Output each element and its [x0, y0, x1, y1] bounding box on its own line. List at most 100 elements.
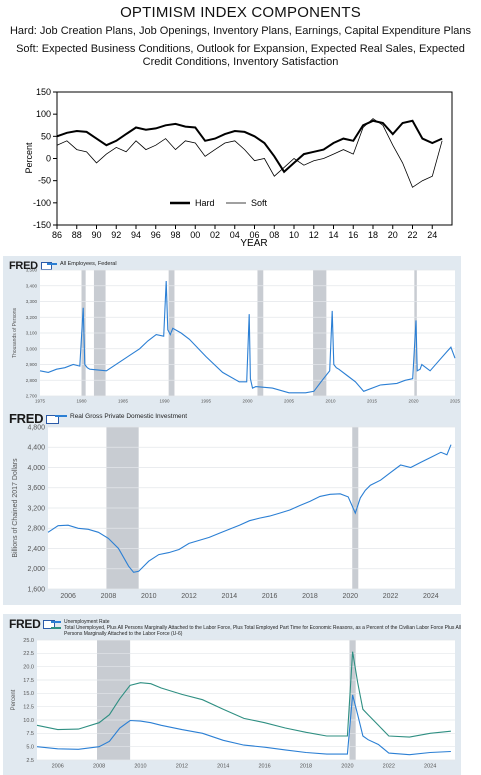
x-tick-label: 10 — [289, 230, 299, 240]
fred-logo: FRED — [9, 260, 52, 272]
x-tick-label: 2005 — [284, 399, 295, 404]
y-tick-label: 2.5 — [26, 758, 34, 764]
fred-logo-text: FRED — [9, 411, 44, 426]
x-axis-label: YEAR — [240, 238, 267, 249]
y-tick-label: 22.5 — [23, 651, 34, 657]
fred-graph-icon — [43, 620, 56, 630]
x-tick-label: 86 — [52, 230, 62, 240]
x-tick-label: 2006 — [60, 593, 76, 600]
y-tick-label: 4,400 — [27, 445, 45, 452]
legend-item-2-cont: Persons Marginally Attached to the Labor… — [51, 631, 461, 637]
subtitle-soft-line1: Soft: Expected Business Conditions, Outl… — [16, 43, 465, 55]
y-tick-label: 1,600 — [27, 586, 45, 593]
x-tick-label: 2020 — [342, 593, 358, 600]
y-tick-label: 3,500 — [26, 268, 38, 273]
y-tick-label: 10.0 — [23, 718, 34, 724]
x-tick-label: 2010 — [325, 399, 336, 404]
y-axis-label: Percent — [11, 689, 17, 710]
y-tick-label: 2,700 — [26, 394, 38, 399]
fred-logo: FRED — [9, 411, 60, 426]
legend-swatch — [51, 626, 61, 629]
y-axis-label: Billions of Chained 2017 Dollars — [12, 458, 19, 558]
x-tick-label: 2014 — [222, 593, 238, 600]
x-tick-label: 2020 — [408, 399, 419, 404]
y-tick-label: 2,800 — [27, 526, 45, 533]
y-tick-label: 2,400 — [27, 546, 45, 553]
y-tick-label: 3,400 — [26, 283, 38, 288]
x-tick-label: 2020 — [341, 764, 353, 770]
x-tick-label: 2022 — [383, 764, 395, 770]
federal-employees-chart: 3,500 3,400 3,300 3,200 3,100 3,000 2,900 2,800… — [12, 268, 461, 404]
y-tick-label: 150 — [36, 87, 51, 97]
x-tick-label: 2016 — [262, 593, 278, 600]
series-line-1 — [36, 694, 451, 756]
y-tick-label: 50 — [41, 131, 51, 141]
x-tick-label: 1980 — [76, 399, 87, 404]
fred-logo-text: FRED — [9, 260, 38, 272]
x-tick-label: 18 — [368, 230, 378, 240]
x-tick-label: 88 — [72, 230, 82, 240]
y-tick-label: 7.5 — [26, 731, 34, 737]
y-tick-label: 100 — [36, 109, 51, 119]
y-tick-label: 2,900 — [26, 362, 38, 367]
x-tick-label: 2018 — [302, 593, 318, 600]
legend-label-soft: Soft — [251, 198, 268, 208]
x-tick-label: 2006 — [52, 764, 64, 770]
x-tick-label: 96 — [151, 230, 161, 240]
x-tick-label: 2018 — [300, 764, 312, 770]
investment-panel: FRED Real Gross Private Domestic Investm… — [3, 408, 461, 605]
legend-label: All Employees, Federal — [60, 261, 117, 267]
series-line — [47, 444, 452, 573]
x-tick-label: 08 — [269, 230, 279, 240]
subtitle-soft-line2: Credit Conditions, Inventory Satisfactio… — [142, 56, 339, 68]
x-tick-label: 20 — [388, 230, 398, 240]
legend-swatch — [47, 262, 57, 265]
x-tick-label: 2025 — [450, 399, 461, 404]
x-tick-label: 2008 — [93, 764, 105, 770]
series-line-hard — [56, 119, 443, 174]
x-tick-label: 02 — [210, 230, 220, 240]
optimism-panel: OPTIMISM INDEX COMPONENTS Hard: Job Crea… — [0, 0, 481, 250]
y-tick-label: 15.0 — [23, 691, 34, 697]
series-line-2 — [36, 651, 451, 738]
x-tick-label: 06 — [249, 230, 259, 240]
x-tick-label: 2012 — [181, 593, 197, 600]
x-tick-label: 1995 — [201, 399, 212, 404]
y-tick-label: 3,600 — [27, 485, 45, 492]
x-tick-label: 2010 — [134, 764, 146, 770]
unemployment-chart: 25.0 22.5 20.0 17.5 15.0 12.5 10.0 7.5 5.0 2.5 200… — [11, 638, 455, 770]
y-tick-label: 20.0 — [23, 665, 34, 671]
x-tick-label: 2015 — [367, 399, 378, 404]
series-line — [39, 280, 456, 394]
investment-chart: 4,800 4,400 4,000 3,600 3,200 2,800 2,400 2,000… — [12, 424, 455, 600]
legend: All Employees, Federal — [47, 261, 117, 267]
unemployment-panel: FRED Unemployment Rate Total Unemployed,… — [3, 614, 461, 775]
x-tick-label: 04 — [230, 230, 240, 240]
legend-item-2: Total Unemployed, Plus All Persons Margi… — [51, 625, 461, 631]
x-tick-label: 98 — [170, 230, 180, 240]
x-tick-label: 22 — [407, 230, 417, 240]
x-tick-label: 2014 — [217, 764, 229, 770]
y-tick-label: 17.5 — [23, 678, 34, 684]
fred-graph-icon — [46, 415, 60, 425]
x-tick-label: 2022 — [383, 593, 399, 600]
x-tick-label: 14 — [328, 230, 338, 240]
y-axis-label: Thousands of Persons — [12, 307, 18, 358]
legend-item-1: Unemployment Rate — [51, 619, 461, 625]
x-tick-label: 24 — [427, 230, 437, 240]
x-tick-label: 1975 — [35, 399, 46, 404]
x-tick-label: 1990 — [159, 399, 170, 404]
chart-title: OPTIMISM INDEX COMPONENTS — [120, 4, 361, 21]
x-tick-label: 16 — [348, 230, 358, 240]
fred-logo: FRED — [9, 617, 56, 631]
x-tick-label: 90 — [91, 230, 101, 240]
federal-employees-panel: FRED All Employees, Federal 3,500 3,400 3,… — [3, 256, 461, 408]
y-tick-label: 4,800 — [27, 424, 45, 431]
y-tick-label: 3,000 — [26, 346, 38, 351]
legend-swatch — [51, 620, 61, 623]
y-tick-label: -50 — [38, 176, 51, 186]
y-tick-label: -100 — [33, 198, 51, 208]
x-tick-label: 2008 — [101, 593, 117, 600]
x-tick-label: 2010 — [141, 593, 157, 600]
y-tick-label: 12.5 — [23, 705, 34, 711]
